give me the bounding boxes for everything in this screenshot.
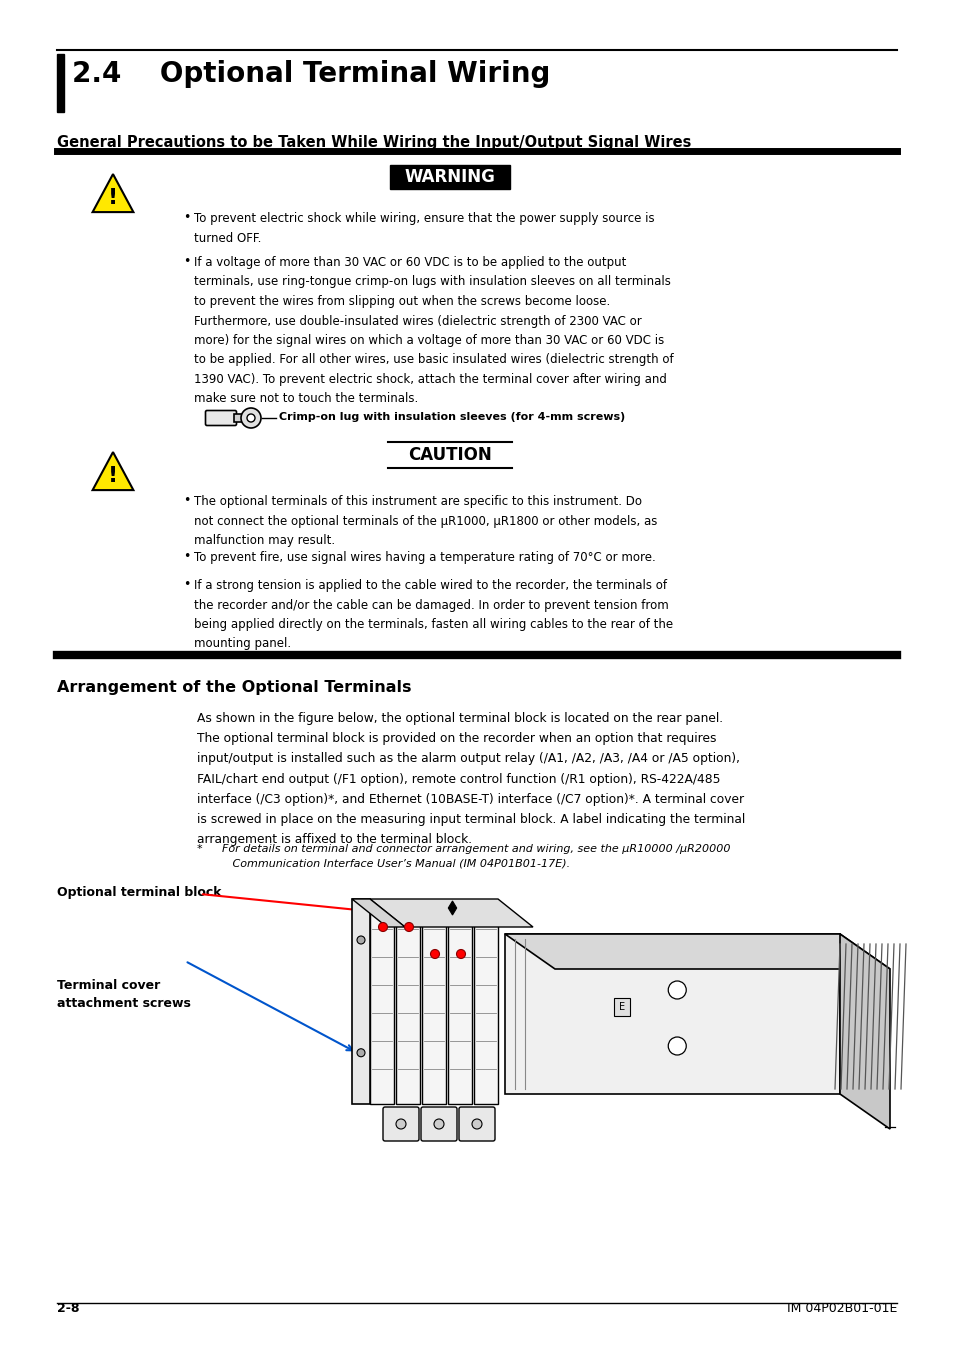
Polygon shape xyxy=(840,934,889,1129)
Circle shape xyxy=(667,1037,685,1054)
FancyBboxPatch shape xyxy=(420,1107,456,1141)
Circle shape xyxy=(434,1119,443,1129)
Text: •: • xyxy=(183,211,191,224)
Circle shape xyxy=(424,907,432,914)
Circle shape xyxy=(472,1119,481,1129)
Polygon shape xyxy=(352,899,370,1104)
FancyBboxPatch shape xyxy=(458,1107,495,1141)
Text: Optional terminal block: Optional terminal block xyxy=(57,886,221,899)
Circle shape xyxy=(463,907,471,914)
Text: *: * xyxy=(196,844,202,855)
Text: !: ! xyxy=(108,188,118,208)
FancyBboxPatch shape xyxy=(382,1107,418,1141)
Text: If a voltage of more than 30 VAC or 60 VDC is to be applied to the output
termin: If a voltage of more than 30 VAC or 60 V… xyxy=(193,256,673,405)
Circle shape xyxy=(241,408,261,428)
Circle shape xyxy=(437,907,444,914)
Text: •: • xyxy=(183,578,191,591)
Circle shape xyxy=(404,922,413,931)
Circle shape xyxy=(386,907,393,914)
Text: General Precautions to be Taken While Wiring the Input/Output Signal Wires: General Precautions to be Taken While Wi… xyxy=(57,135,691,150)
Text: Arrangement of the Optional Terminals: Arrangement of the Optional Terminals xyxy=(57,680,411,695)
Text: Terminal cover
attachment screws: Terminal cover attachment screws xyxy=(57,979,191,1010)
Circle shape xyxy=(373,907,379,914)
Circle shape xyxy=(398,907,406,914)
Circle shape xyxy=(412,907,418,914)
Text: !: ! xyxy=(108,466,118,486)
Bar xyxy=(390,165,510,189)
Text: E: E xyxy=(618,1002,624,1012)
Bar xyxy=(421,904,446,1104)
Bar xyxy=(614,998,630,1017)
Text: If a strong tension is applied to the cable wired to the recorder, the terminals: If a strong tension is applied to the ca… xyxy=(193,579,673,651)
Bar xyxy=(57,54,64,112)
Bar xyxy=(370,904,394,1104)
Polygon shape xyxy=(448,900,456,915)
Polygon shape xyxy=(92,452,133,490)
Text: Crimp-on lug with insulation sleeves (for 4-mm screws): Crimp-on lug with insulation sleeves (fo… xyxy=(278,412,624,423)
Circle shape xyxy=(667,981,685,999)
Polygon shape xyxy=(504,934,889,969)
Text: WARNING: WARNING xyxy=(404,167,495,186)
Text: 2-8: 2-8 xyxy=(57,1301,79,1315)
Circle shape xyxy=(456,949,465,958)
Circle shape xyxy=(378,922,387,931)
Bar xyxy=(448,904,472,1104)
Circle shape xyxy=(451,907,457,914)
FancyBboxPatch shape xyxy=(205,410,236,425)
Circle shape xyxy=(356,1049,365,1057)
Circle shape xyxy=(356,936,365,944)
Circle shape xyxy=(395,1119,406,1129)
Bar xyxy=(395,904,419,1104)
Bar xyxy=(233,414,244,423)
Circle shape xyxy=(476,907,483,914)
Text: •: • xyxy=(183,255,191,269)
Polygon shape xyxy=(92,174,133,212)
Text: •: • xyxy=(183,494,191,508)
Circle shape xyxy=(247,414,254,423)
Circle shape xyxy=(430,949,439,958)
Text: •: • xyxy=(183,549,191,563)
Text: 2.4    Optional Terminal Wiring: 2.4 Optional Terminal Wiring xyxy=(71,59,550,88)
Text: IM 04P02B01-01E: IM 04P02B01-01E xyxy=(786,1301,896,1315)
Circle shape xyxy=(490,907,497,914)
Text: To prevent fire, use signal wires having a temperature rating of 70°C or more.: To prevent fire, use signal wires having… xyxy=(193,551,655,564)
Bar xyxy=(504,934,840,1094)
Text: For details on terminal and connector arrangement and wiring, see the μR10000 /μ: For details on terminal and connector ar… xyxy=(214,844,730,869)
Text: CAUTION: CAUTION xyxy=(408,446,492,464)
Text: The optional terminals of this instrument are specific to this instrument. Do
no: The optional terminals of this instrumen… xyxy=(193,495,657,547)
Bar xyxy=(474,904,497,1104)
Polygon shape xyxy=(352,899,405,927)
Text: To prevent electric shock while wiring, ensure that the power supply source is
t: To prevent electric shock while wiring, … xyxy=(193,212,654,244)
Text: As shown in the figure below, the optional terminal block is located on the rear: As shown in the figure below, the option… xyxy=(196,711,744,846)
Polygon shape xyxy=(370,899,533,927)
